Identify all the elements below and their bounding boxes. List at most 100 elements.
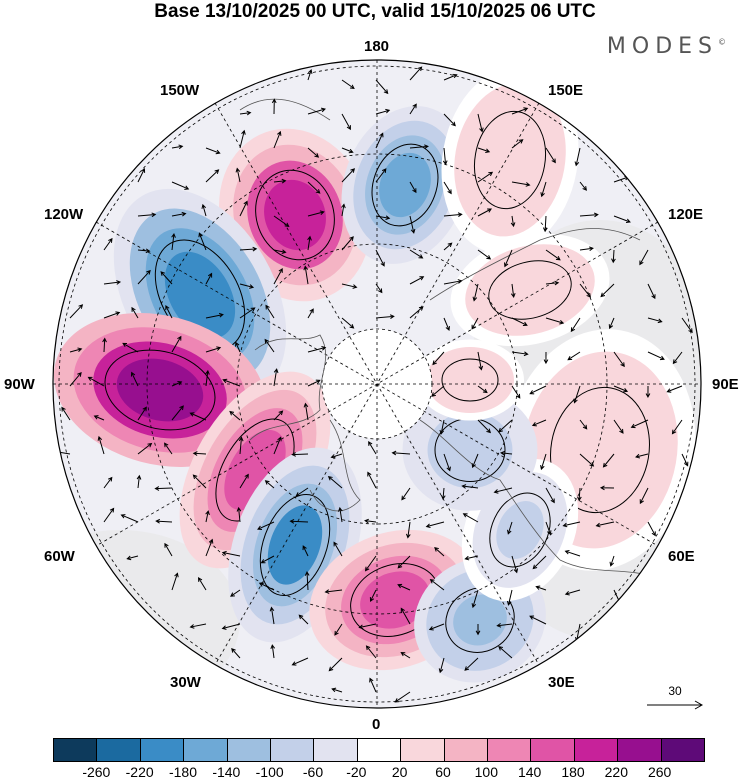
wind-arrow	[307, 147, 320, 158]
wind-arrow	[205, 169, 220, 183]
wind-arrow	[137, 269, 151, 285]
wind-arrow	[165, 305, 173, 319]
wind-arrow	[397, 555, 411, 569]
colorbar-bin-10	[488, 739, 532, 761]
wind-arrow	[328, 657, 343, 672]
wind-arrow	[511, 139, 524, 149]
lon-label-90w: 90W	[4, 376, 35, 393]
wind-arrow	[155, 518, 173, 524]
wind-arrow	[239, 473, 249, 489]
lon-label-120e: 120E	[668, 206, 704, 223]
wind-arrow	[471, 589, 479, 609]
wind-arrow	[540, 181, 547, 198]
wind-arrow	[304, 571, 310, 591]
wind-arrow	[273, 436, 282, 455]
colorbar-tick: -220	[125, 764, 154, 780]
colorbar-bin-14	[661, 739, 705, 761]
colorbar-bin-3	[184, 739, 228, 761]
wind-arrow	[431, 385, 445, 397]
wind-arrow	[477, 249, 492, 260]
wind-arrow	[221, 550, 241, 557]
wind-arrow	[529, 615, 547, 625]
wind-arrow	[103, 507, 115, 523]
wind-arrow	[291, 657, 309, 666]
wind-arrow	[120, 514, 139, 523]
wind-arrow	[235, 167, 241, 183]
lon-label-30e: 30E	[548, 674, 575, 691]
brand-text: MODES	[606, 34, 718, 59]
wind-arrow	[375, 215, 391, 221]
lon-label-60w: 60W	[44, 548, 75, 565]
wind-arrow	[428, 623, 445, 631]
wind-arrow	[443, 317, 450, 332]
wind-arrow	[307, 181, 321, 194]
wind-arrow	[375, 314, 395, 319]
wind-arrow	[535, 585, 547, 591]
wind-arrow	[443, 181, 452, 195]
wind-arrow	[260, 555, 275, 564]
wind-arrow	[574, 147, 581, 167]
wind-arrow	[295, 487, 309, 497]
wind-arrow	[443, 73, 458, 81]
wind-arrow	[307, 107, 326, 115]
wind-arrow	[289, 518, 309, 524]
wind-arrow	[477, 171, 494, 183]
wind-arrow	[375, 132, 384, 149]
wind-arrow	[271, 98, 277, 115]
wind-arrow	[666, 385, 683, 393]
wind-arrow	[61, 406, 71, 421]
lon-label-120w: 120W	[44, 206, 84, 223]
anom-neg-120w-contour	[164, 251, 236, 339]
wind-arrow	[269, 606, 275, 625]
wind-arrow	[273, 215, 290, 227]
colorbar-bin-8	[401, 739, 445, 761]
wind-arrow	[681, 453, 689, 467]
anom-neg-60e-contour	[496, 501, 544, 559]
coastlines	[239, 98, 681, 591]
wind-arrow	[364, 518, 377, 524]
wind-arrow	[307, 235, 312, 251]
wind-arrow	[160, 271, 173, 285]
colorbar-tick: -60	[302, 764, 324, 780]
wind-arrow	[229, 410, 241, 421]
wind-arrow	[298, 614, 309, 625]
lon-label-90e: 90E	[712, 376, 739, 393]
wind-arrow	[235, 341, 241, 353]
colorbar-tick: -20	[346, 764, 367, 780]
wind-arrow	[236, 506, 242, 523]
wind-arrow	[307, 346, 327, 353]
wind-arrow	[570, 317, 581, 333]
wind-arrow	[493, 487, 513, 494]
anomaly-field	[53, 60, 701, 708]
lon-label-30w: 30W	[170, 674, 201, 691]
wind-arrow	[409, 181, 417, 194]
wind-arrow	[171, 181, 190, 190]
wind-arrow	[599, 485, 615, 491]
colorbar-bin-4	[227, 739, 272, 761]
wind-arrow	[264, 338, 275, 353]
wind-arrow	[400, 607, 411, 625]
wind-arrow	[341, 236, 354, 251]
wind-arrow	[341, 147, 354, 154]
lon-label-150w: 150W	[160, 82, 200, 99]
colorbar	[53, 738, 705, 762]
wind-arrow	[164, 442, 173, 455]
wind-arrow	[477, 147, 491, 153]
wind-arrow	[273, 130, 282, 149]
wind-arrow	[171, 335, 182, 353]
anom-pos-90w-contour	[116, 358, 204, 422]
wind-arrow	[577, 487, 582, 502]
anom-pos-150w-contour	[264, 179, 326, 251]
colorbar-tick: 180	[561, 764, 585, 780]
wind-arrow	[69, 347, 83, 353]
wind-arrow	[327, 475, 343, 489]
wind-arrow	[639, 249, 649, 266]
wind-arrow	[341, 168, 356, 183]
wind-arrow	[239, 283, 255, 289]
wind-arrow	[498, 645, 513, 659]
colorbar-bin-1	[97, 739, 141, 761]
anom-pos-150w-streamline	[255, 169, 335, 261]
graticule	[53, 60, 701, 708]
wind-arrow	[639, 487, 649, 505]
wind-arrow	[137, 212, 157, 218]
